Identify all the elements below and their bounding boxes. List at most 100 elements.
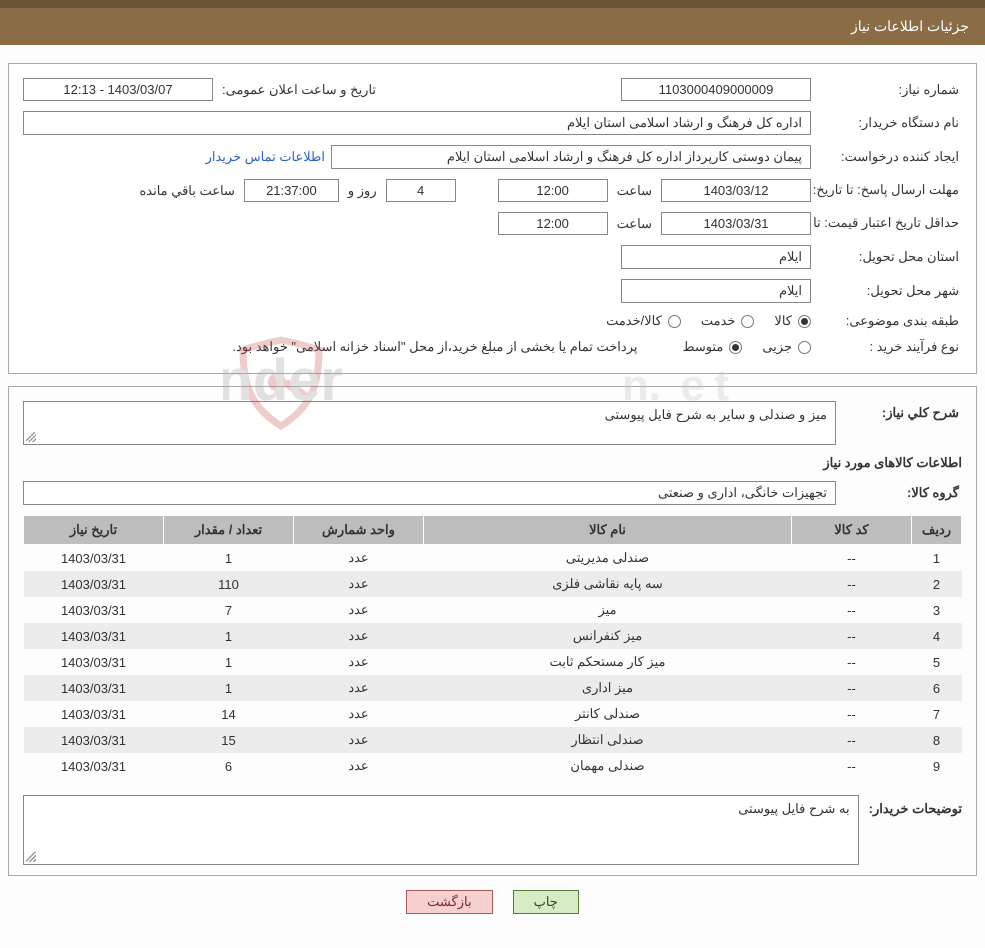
col-index: ردیف <box>912 516 962 545</box>
table-cell: میز اداری <box>424 675 792 701</box>
table-cell: 1 <box>164 545 294 572</box>
back-button[interactable]: بازگشت <box>406 890 492 914</box>
deadline-label: مهلت ارسال پاسخ: تا تاریخ: <box>817 181 962 199</box>
days-remaining: 4 <box>386 179 456 202</box>
validity-time-label: ساعت <box>614 216 655 232</box>
purchase-type-label: نوع فرآیند خرید : <box>817 339 962 355</box>
table-cell: 1403/03/31 <box>24 597 164 623</box>
radio-icon <box>798 341 811 354</box>
city-label: شهر محل تحویل: <box>817 283 962 299</box>
table-cell: عدد <box>294 571 424 597</box>
table-cell: عدد <box>294 649 424 675</box>
remaining-suffix: ساعت باقي مانده <box>136 183 237 199</box>
need-details-panel: شرح کلي نياز: میز و صندلی و سایر به شرح … <box>8 386 977 876</box>
payment-note: پرداخت تمام یا بخشی از مبلغ خرید،از محل … <box>229 339 640 355</box>
table-cell: سه پایه نقاشی فلزی <box>424 571 792 597</box>
table-cell: عدد <box>294 545 424 572</box>
table-cell: 1403/03/31 <box>24 727 164 753</box>
radio-icon <box>729 341 742 354</box>
time-remaining: 21:37:00 <box>244 179 339 202</box>
table-row: 4--میز کنفرانسعدد11403/03/31 <box>24 623 962 649</box>
table-cell: 7 <box>164 597 294 623</box>
table-cell: میز کنفرانس <box>424 623 792 649</box>
need-no-value: 1103000409000009 <box>621 78 811 101</box>
validity-date: 1403/03/31 <box>661 212 811 235</box>
table-cell: 6 <box>164 753 294 779</box>
col-unit: واحد شمارش <box>294 516 424 545</box>
purchase-medium-label: متوسط <box>682 339 723 355</box>
table-cell: 1403/03/31 <box>24 753 164 779</box>
table-cell: میز کار مستحکم ثابت <box>424 649 792 675</box>
table-cell: 3 <box>912 597 962 623</box>
general-desc-text: میز و صندلی و سایر به شرح فایل پیوستی <box>605 407 827 422</box>
table-cell: -- <box>792 649 912 675</box>
col-date: تاریخ نیاز <box>24 516 164 545</box>
table-cell: عدد <box>294 597 424 623</box>
table-cell: 15 <box>164 727 294 753</box>
table-cell: -- <box>792 727 912 753</box>
table-cell: عدد <box>294 727 424 753</box>
print-button[interactable]: چاپ <box>513 890 579 914</box>
items-section-title: اطلاعات کالاهای مورد نیاز <box>23 455 962 471</box>
table-cell: 1403/03/31 <box>24 623 164 649</box>
announce-value: 1403/03/07 - 12:13 <box>23 78 213 101</box>
page-title: جزئیات اطلاعات نیاز <box>851 18 969 34</box>
purchase-type-radio-group: جزیی متوسط <box>682 339 811 355</box>
table-cell: عدد <box>294 623 424 649</box>
table-cell: -- <box>792 675 912 701</box>
table-cell: 1403/03/31 <box>24 545 164 572</box>
table-cell: 1 <box>164 623 294 649</box>
class-service-radio[interactable]: خدمت <box>701 313 755 329</box>
table-cell: -- <box>792 597 912 623</box>
table-cell: صندلی مهمان <box>424 753 792 779</box>
buyer-notes-box: به شرح فایل پیوستی <box>23 795 859 865</box>
province-label: استان محل تحویل: <box>817 249 962 265</box>
table-cell: -- <box>792 545 912 572</box>
general-desc-label: شرح کلي نياز: <box>842 401 962 421</box>
table-cell: 8 <box>912 727 962 753</box>
purchase-minor-label: جزیی <box>762 339 792 355</box>
table-cell: عدد <box>294 675 424 701</box>
class-service-label: خدمت <box>701 313 736 329</box>
radio-icon <box>741 315 754 328</box>
table-row: 8--صندلی انتظارعدد151403/03/31 <box>24 727 962 753</box>
table-cell: 1 <box>912 545 962 572</box>
table-cell: میز <box>424 597 792 623</box>
table-cell: صندلی انتظار <box>424 727 792 753</box>
group-label: گروه کالا: <box>842 485 962 501</box>
buyer-contact-link[interactable]: اطلاعات تماس خریدار <box>206 149 325 165</box>
table-cell: عدد <box>294 753 424 779</box>
need-no-label: شماره نیاز: <box>817 82 962 98</box>
table-row: 2--سه پایه نقاشی فلزیعدد1101403/03/31 <box>24 571 962 597</box>
col-name: نام کالا <box>424 516 792 545</box>
class-goods-service-radio[interactable]: کالا/خدمت <box>606 313 681 329</box>
table-cell: 7 <box>912 701 962 727</box>
buyer-notes-text: به شرح فایل پیوستی <box>738 801 849 816</box>
col-qty: تعداد / مقدار <box>164 516 294 545</box>
table-cell: -- <box>792 701 912 727</box>
table-row: 3--میزعدد71403/03/31 <box>24 597 962 623</box>
resize-handle-icon[interactable] <box>26 852 36 862</box>
purchase-minor-radio[interactable]: جزیی <box>762 339 811 355</box>
deadline-time: 12:00 <box>498 179 608 202</box>
buyer-org-value: اداره کل فرهنگ و ارشاد اسلامی استان ایلا… <box>23 111 811 135</box>
class-label: طبقه بندی موضوعی: <box>817 313 962 329</box>
class-goods-radio[interactable]: کالا <box>774 313 811 329</box>
general-desc-value: میز و صندلی و سایر به شرح فایل پیوستی <box>23 401 836 445</box>
buyer-notes-label: توضیحات خریدار: <box>869 795 962 865</box>
table-header-row: ردیف کد کالا نام کالا واحد شمارش تعداد /… <box>24 516 962 545</box>
table-cell: 1403/03/31 <box>24 649 164 675</box>
table-row: 5--میز کار مستحکم ثابتعدد11403/03/31 <box>24 649 962 675</box>
class-goods-service-label: کالا/خدمت <box>606 313 662 329</box>
table-cell: 6 <box>912 675 962 701</box>
day-and-label: روز و <box>345 183 380 199</box>
table-cell: 110 <box>164 571 294 597</box>
table-row: 7--صندلی کانترعدد141403/03/31 <box>24 701 962 727</box>
resize-handle-icon[interactable] <box>26 432 36 442</box>
table-row: 9--صندلی مهمانعدد61403/03/31 <box>24 753 962 779</box>
table-cell: 2 <box>912 571 962 597</box>
classification-radio-group: کالا خدمت کالا/خدمت <box>606 313 811 329</box>
table-row: 6--میز اداریعدد11403/03/31 <box>24 675 962 701</box>
purchase-medium-radio[interactable]: متوسط <box>682 339 742 355</box>
table-cell: -- <box>792 571 912 597</box>
